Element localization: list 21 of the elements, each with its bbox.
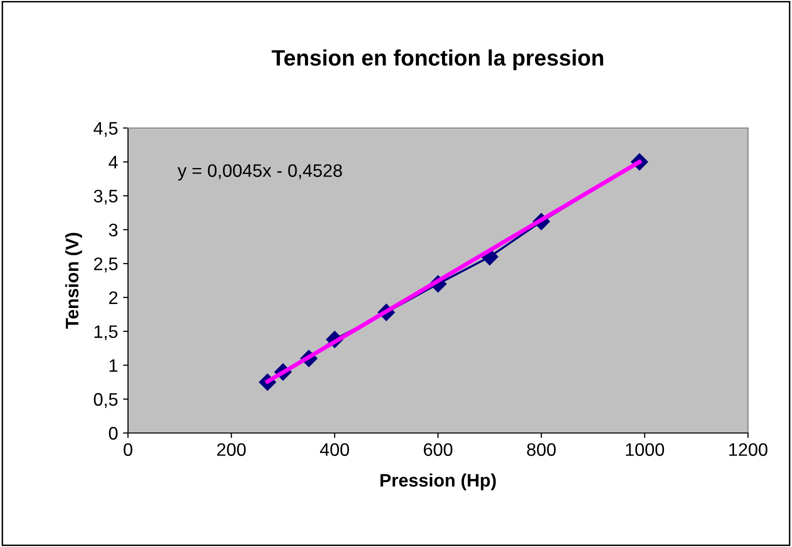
y-axis-title: Tension (V): [65, 232, 82, 329]
x-tick-label: 600: [424, 443, 452, 456]
y-tick-label: 0: [108, 426, 118, 440]
x-tick-label: 1200: [729, 443, 768, 456]
y-tick-label: 0,5: [94, 393, 118, 408]
chart-title: Tension en fonction la pression: [272, 49, 604, 70]
x-tick-label: 400: [320, 443, 350, 456]
annotation: y = 0,0045x - 0,4528: [178, 164, 342, 181]
x-tick-label: 800: [527, 443, 556, 456]
x-tick-label: 1000: [626, 443, 664, 456]
x-tick-label: 0: [124, 443, 132, 456]
y-tick-label: 4,5: [94, 122, 118, 137]
y-tick-label: 2,5: [94, 257, 118, 272]
y-tick-label: 2: [109, 291, 118, 304]
x-tick-label: 200: [217, 443, 246, 456]
y-tick-label: 1: [110, 359, 118, 372]
y-tick-label: 3,5: [94, 190, 118, 205]
y-tick-label: 1,5: [94, 325, 118, 340]
y-tick-label: 4: [108, 156, 118, 168]
y-tick-label: 3: [108, 224, 118, 236]
x-axis-title: Pression (Hp): [380, 473, 496, 490]
